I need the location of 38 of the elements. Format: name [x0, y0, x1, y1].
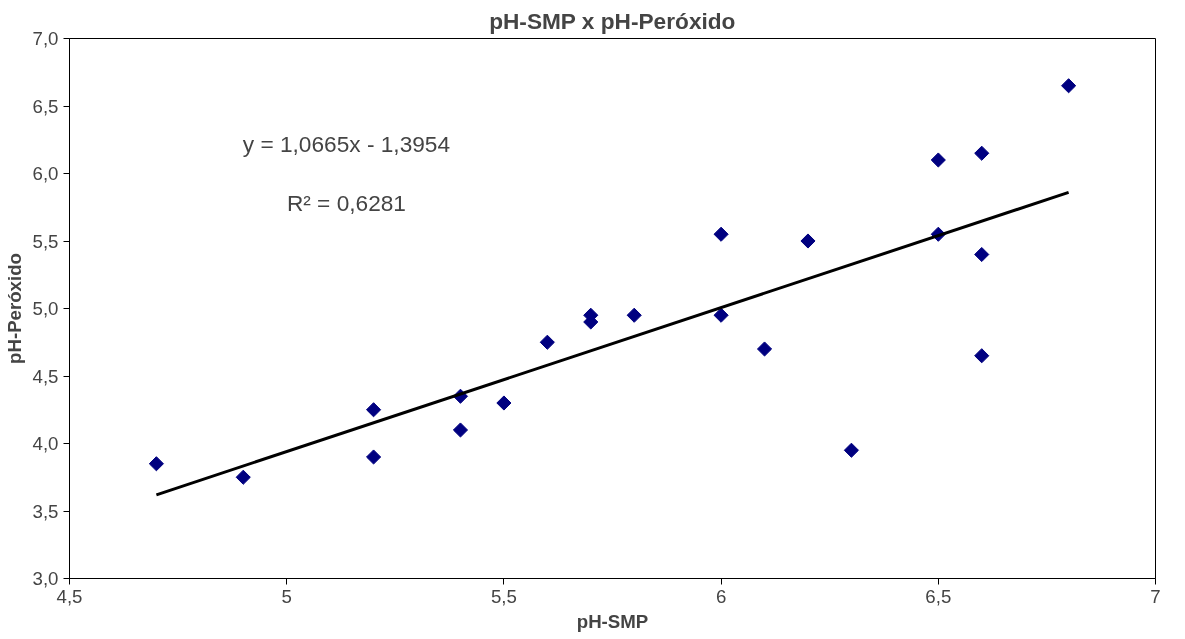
point: [235, 469, 251, 485]
x-tick-label: 5,5: [490, 585, 517, 607]
point: [974, 145, 990, 161]
point: [366, 449, 382, 465]
x-axis-title: pH-SMP: [576, 610, 649, 632]
point: [843, 442, 859, 458]
point: [539, 334, 555, 350]
point: [756, 341, 773, 357]
point: [974, 348, 990, 364]
point: [974, 246, 990, 263]
y-tick-label: 4,0: [32, 433, 59, 454]
x-tick-label: 5: [281, 585, 292, 607]
point: [496, 395, 512, 411]
point: [713, 307, 729, 323]
y-tick-label: 5,0: [32, 298, 59, 319]
point: [713, 226, 729, 242]
y-axis-title: pH-Peróxido: [3, 253, 25, 364]
point: [452, 422, 469, 438]
point: [626, 307, 642, 323]
x-tick-label: 4,5: [56, 585, 83, 607]
y-tick-label: 6,0: [32, 163, 59, 184]
y-tick-label: 7,0: [32, 28, 59, 49]
chart-title: pH-SMP x pH-Peróxido: [489, 7, 736, 34]
annotation: y = 1,0665x - 1,3954: [242, 130, 451, 157]
x-tick-label: 7: [1150, 585, 1161, 607]
x-tick-label: 6: [715, 585, 727, 607]
y-tick-label: 3,5: [32, 500, 59, 522]
y-tick-label: 6,5: [32, 95, 59, 117]
point: [366, 402, 382, 418]
y-tick-label: 5,5: [32, 230, 59, 252]
point: [148, 456, 164, 472]
y-tick-label: 3,0: [32, 568, 59, 589]
point: [1061, 78, 1077, 94]
annotation: R² = 0,6281: [286, 190, 406, 217]
point: [800, 233, 816, 249]
point: [930, 152, 946, 168]
x-tick-label: 6,5: [925, 585, 952, 607]
y-tick-label: 4,5: [32, 365, 59, 387]
